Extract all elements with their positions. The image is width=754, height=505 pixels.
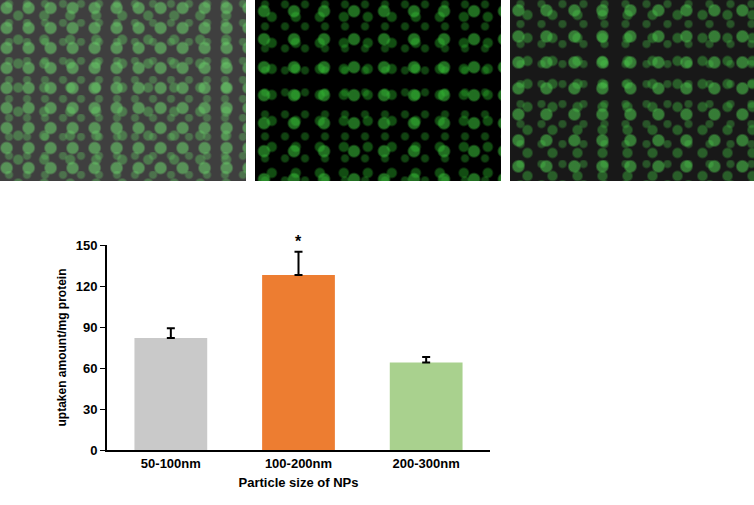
svg-text:Particle size of NPs: Particle size of NPs [239, 475, 359, 490]
svg-text:*: * [295, 233, 302, 250]
svg-text:120: 120 [76, 279, 98, 294]
svg-text:90: 90 [83, 320, 97, 335]
svg-text:100-200nm: 100-200nm [265, 456, 332, 471]
svg-text:60: 60 [83, 361, 97, 376]
svg-text:uptaken amount/mg protein: uptaken amount/mg protein [55, 268, 69, 426]
svg-text:150: 150 [76, 238, 98, 253]
svg-text:200-300nm: 200-300nm [393, 456, 460, 471]
svg-text:30: 30 [83, 402, 97, 417]
svg-text:50-100nm: 50-100nm [141, 456, 201, 471]
svg-text:0: 0 [90, 443, 97, 458]
